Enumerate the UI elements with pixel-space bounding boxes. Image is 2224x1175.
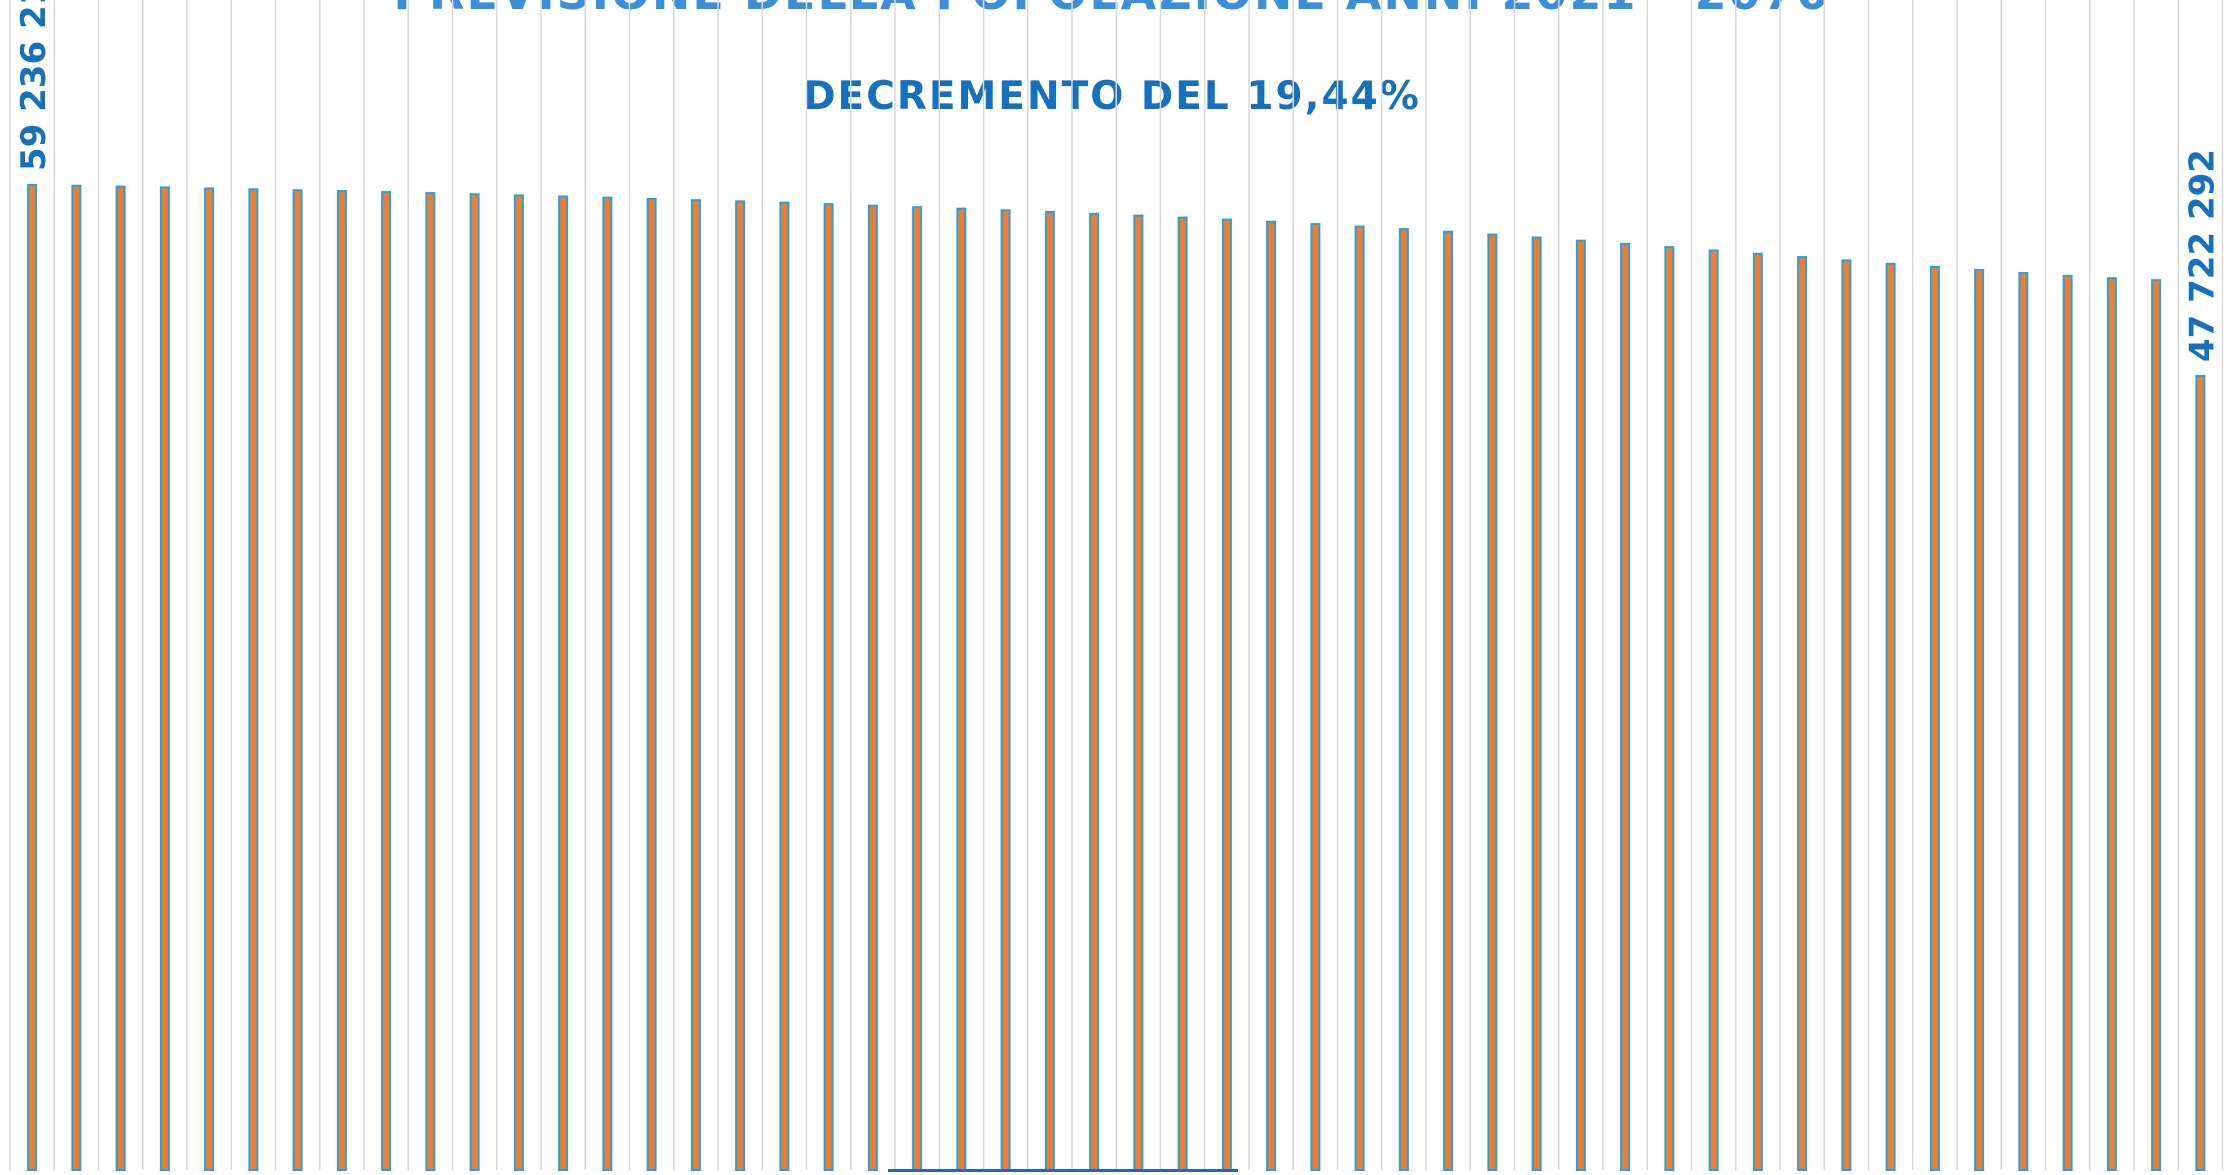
bar-2044 (1044, 210, 1055, 1171)
bar-2058 (1664, 246, 1675, 1172)
bar-2065 (1974, 269, 1985, 1172)
bar-2063 (1885, 262, 1896, 1171)
bar-2029 (381, 191, 392, 1171)
bar-2067 (2062, 274, 2073, 1171)
data-label-last: 47 722 292 (2182, 149, 2222, 362)
bar-2032 (513, 194, 524, 1171)
bar-2027 (292, 189, 303, 1171)
axis-selection-underline (888, 1169, 1238, 1172)
bar-2055 (1531, 236, 1542, 1172)
bar-2059 (1708, 249, 1719, 1171)
bar-2036 (690, 199, 701, 1171)
bar-2024 (159, 186, 170, 1171)
bar-2034 (602, 196, 613, 1172)
bar-2064 (1929, 265, 1940, 1171)
bar-2043 (1000, 209, 1011, 1172)
bar-2070 (2195, 375, 2206, 1171)
bar-2028 (336, 190, 347, 1172)
bar-2026 (248, 188, 259, 1171)
bar-2048 (1221, 218, 1232, 1172)
data-label-first: 59 236 21 (14, 0, 54, 171)
bar-2039 (823, 203, 834, 1171)
bar-2050 (1310, 223, 1321, 1171)
bar-2047 (1177, 216, 1188, 1171)
bar-2033 (558, 195, 569, 1172)
bar-2021 (27, 184, 38, 1171)
bar-2053 (1443, 230, 1454, 1171)
bar-2068 (2106, 277, 2117, 1171)
bar-2035 (646, 197, 657, 1171)
bar-2040 (867, 204, 878, 1171)
bar-2038 (779, 201, 790, 1171)
bar-2042 (956, 207, 967, 1172)
bar-2052 (1398, 228, 1409, 1172)
bar-2022 (71, 184, 82, 1172)
bar-2061 (1797, 256, 1808, 1171)
bar-2057 (1620, 242, 1631, 1171)
bar-2031 (469, 193, 480, 1171)
bar-2054 (1487, 233, 1498, 1172)
bar-2051 (1354, 225, 1365, 1172)
bar-2037 (735, 200, 746, 1171)
bar-2023 (115, 185, 126, 1171)
bar-2056 (1575, 239, 1586, 1171)
bar-2030 (425, 192, 436, 1171)
bar-2060 (1752, 252, 1763, 1172)
bar-2069 (2151, 279, 2162, 1171)
bar-2062 (1841, 259, 1852, 1171)
bar-2049 (1266, 220, 1277, 1171)
bar-2066 (2018, 272, 2029, 1172)
bar-2025 (204, 187, 215, 1172)
bar-2046 (1133, 214, 1144, 1172)
bar-2041 (912, 206, 923, 1172)
bar-2045 (1089, 212, 1100, 1171)
chart-subtitle: DECREMENTO DEL 19,44% (803, 74, 1421, 119)
